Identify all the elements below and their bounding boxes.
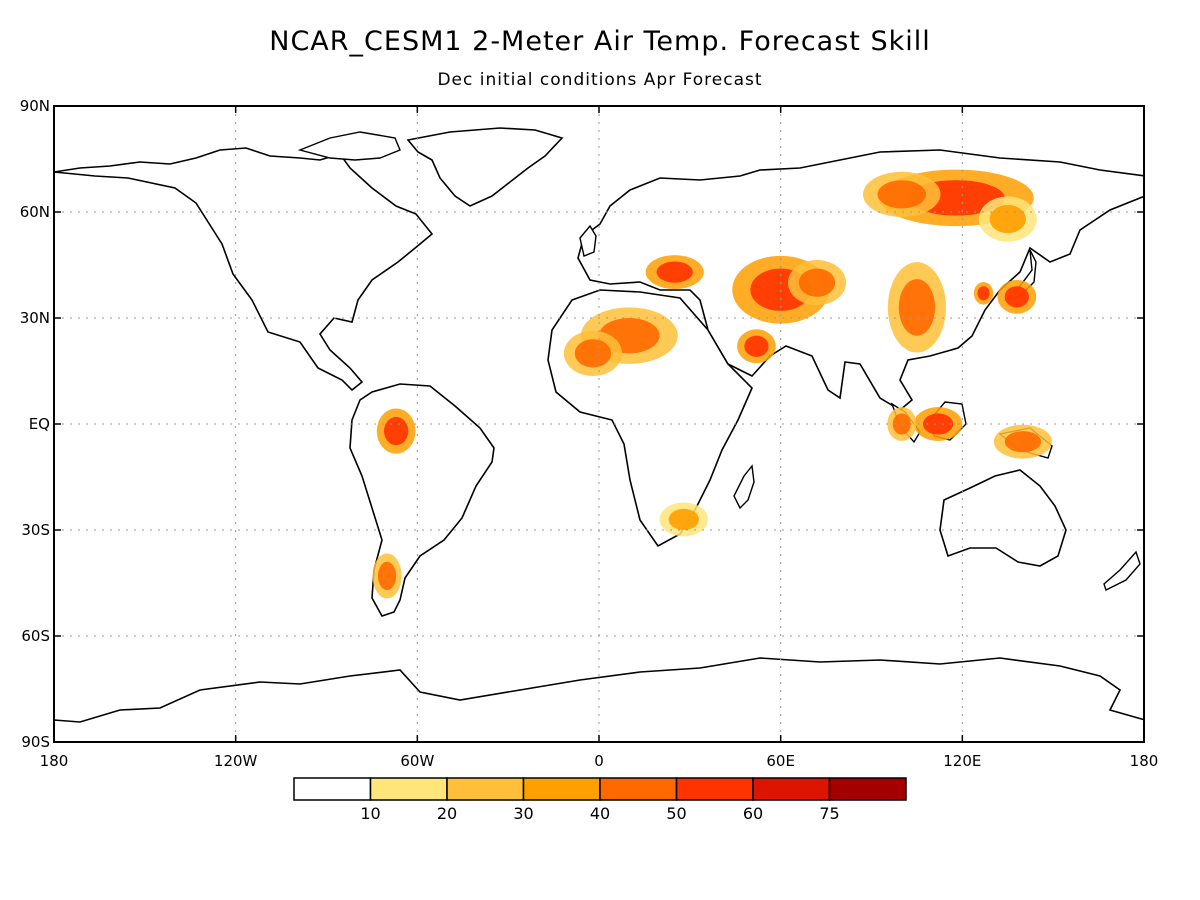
lat-label: EQ xyxy=(29,415,50,433)
lat-label: 90S xyxy=(21,733,50,751)
colorbar-label: 75 xyxy=(819,804,839,823)
skill-core-17 xyxy=(977,286,990,301)
colorbar-swatch xyxy=(369,777,448,801)
skill-core-16 xyxy=(1004,286,1029,308)
lon-label: 60E xyxy=(766,752,795,770)
skill-core-4 xyxy=(798,268,836,297)
colorbar: 10 20 30 40 50 60 75 xyxy=(293,777,907,823)
island-arctic-archipelago xyxy=(297,131,401,161)
colorbar-swatch xyxy=(446,777,525,801)
island-madagascar xyxy=(733,464,755,510)
lon-label: 0 xyxy=(594,752,604,770)
skill-core-11 xyxy=(892,413,911,435)
colorbar-swatch xyxy=(828,777,907,801)
axis-ticks xyxy=(53,105,1145,743)
colorbar-swatch xyxy=(752,777,831,801)
graticule xyxy=(54,106,1144,742)
map-subtitle: Dec initial conditions Apr Forecast xyxy=(437,70,763,90)
island-greenland xyxy=(406,127,564,207)
map-title: NCAR_CESM1 2-Meter Air Temp. Forecast Sk… xyxy=(269,26,931,57)
skill-core-13 xyxy=(384,416,409,446)
colorbar-swatch xyxy=(675,777,754,801)
lon-label: 180 xyxy=(1130,752,1159,770)
colorbar-label: 60 xyxy=(743,804,763,823)
skill-core-9 xyxy=(656,261,693,283)
lon-label: 120W xyxy=(214,752,258,770)
island-new-zealand xyxy=(1103,550,1141,591)
colorbar-label: 30 xyxy=(513,804,533,823)
lat-label: 30S xyxy=(21,521,50,539)
lat-label: 60S xyxy=(21,627,50,645)
skill-core-14 xyxy=(377,561,397,591)
skill-core-5 xyxy=(898,279,936,336)
lon-label: 60W xyxy=(400,752,434,770)
lat-label: 30N xyxy=(20,309,50,327)
lon-label: 180 xyxy=(40,752,69,770)
lat-label: 60N xyxy=(20,203,50,221)
skill-core-2 xyxy=(989,204,1026,234)
skill-shading-layer xyxy=(372,169,1052,599)
lon-label: 120E xyxy=(943,752,981,770)
colorbar-label: 50 xyxy=(666,804,686,823)
colorbar-label: 20 xyxy=(437,804,457,823)
continent-north-america xyxy=(54,147,434,392)
continent-australia xyxy=(939,469,1067,567)
colorbar-swatch xyxy=(599,777,678,801)
skill-core-6 xyxy=(744,335,769,357)
skill-core-1 xyxy=(877,180,926,209)
skill-core-15 xyxy=(668,508,699,530)
lat-label: 90N xyxy=(20,97,50,115)
continent-south-america xyxy=(349,383,495,617)
colorbar-label: 10 xyxy=(360,804,380,823)
skill-core-10 xyxy=(922,413,954,435)
skill-core-12 xyxy=(1004,431,1042,453)
island-british-isles xyxy=(579,224,597,257)
colorbar-swatch xyxy=(293,777,372,801)
skill-core-8 xyxy=(574,339,612,368)
colorbar-swatch xyxy=(522,777,601,801)
colorbar-label: 40 xyxy=(590,804,610,823)
continent-antarctica xyxy=(54,657,1144,742)
